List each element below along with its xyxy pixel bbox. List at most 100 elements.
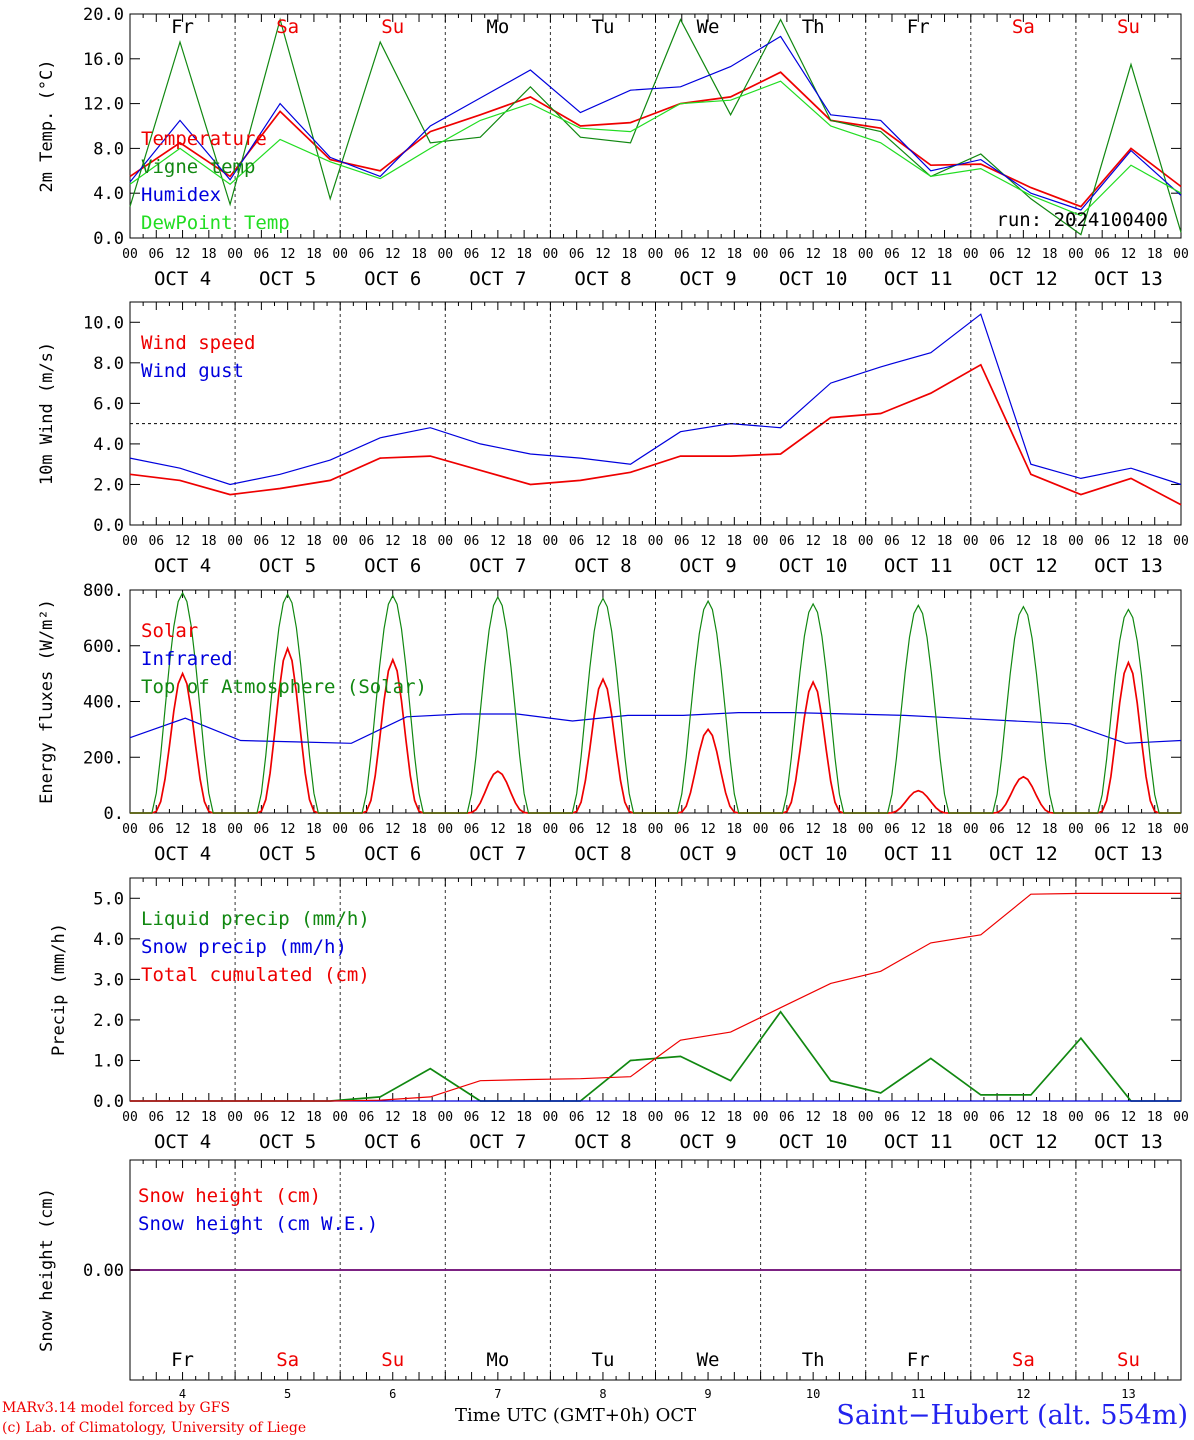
y-tick-label: 1.0: [93, 1051, 124, 1071]
day-number: 10: [806, 1387, 820, 1401]
hour-label: 18: [726, 1110, 742, 1125]
hour-label: 12: [595, 1110, 611, 1125]
legend-item: Snow precip (mm/h): [141, 936, 347, 958]
hour-label: 00: [648, 822, 664, 837]
hour-label: 00: [858, 534, 874, 549]
date-label: OCT 11: [884, 555, 953, 577]
hour-label: 00: [648, 247, 664, 262]
legend-item: Infrared: [141, 648, 233, 670]
date-label: OCT 12: [989, 1131, 1058, 1153]
date-label: OCT 4: [154, 843, 211, 865]
day-name: Sa: [276, 16, 299, 38]
hour-label: 06: [148, 534, 164, 549]
hour-label: 00: [227, 247, 243, 262]
series-line-wind-speed: [129, 363, 1182, 506]
hour-label: 18: [201, 534, 217, 549]
date-label: OCT 6: [364, 843, 421, 865]
day-name: Th: [802, 1349, 825, 1371]
hour-label: 06: [1094, 534, 1110, 549]
hour-label: 00: [543, 1110, 559, 1125]
run-label: run: 2024100400: [996, 209, 1168, 231]
date-label: OCT 5: [259, 1131, 316, 1153]
y-tick-label: 800.: [83, 581, 124, 601]
hour-label: 06: [1094, 822, 1110, 837]
model-credit: MARv3.14 model forced by GFS: [2, 1400, 231, 1416]
hour-label: 12: [175, 247, 191, 262]
hour-label: 00: [963, 1110, 979, 1125]
hour-label: 18: [621, 822, 637, 837]
hour-label: 00: [1068, 247, 1084, 262]
hour-label: 06: [569, 247, 585, 262]
hour-label: 00: [332, 534, 348, 549]
series-line-total-cumulated-cm-: [130, 892, 1181, 1102]
hour-label: 00: [227, 822, 243, 837]
date-label: OCT 7: [469, 843, 526, 865]
hour-label: 18: [832, 534, 848, 549]
hour-label: 00: [437, 247, 453, 262]
hour-label: 00: [1173, 247, 1189, 262]
date-label: OCT 9: [679, 1131, 736, 1153]
hour-label: 06: [884, 534, 900, 549]
hour-label: 12: [1016, 534, 1032, 549]
hour-label: 12: [805, 247, 821, 262]
date-label: OCT 12: [989, 555, 1058, 577]
legend-item: Snow height (cm W.E.): [138, 1213, 378, 1235]
hour-label: 12: [175, 1110, 191, 1125]
legend-item: Vigne temp: [141, 156, 255, 178]
hour-label: 00: [122, 534, 138, 549]
hour-label: 12: [490, 534, 506, 549]
hour-label: 06: [569, 822, 585, 837]
hour-label: 12: [490, 247, 506, 262]
date-label: OCT 4: [154, 268, 211, 290]
day-name: Sa: [1012, 1349, 1035, 1371]
hour-label: 18: [516, 822, 532, 837]
hour-label: 06: [254, 534, 270, 549]
day-name: Fr: [171, 16, 194, 38]
hour-label: 18: [937, 822, 953, 837]
hour-label: 18: [411, 1110, 427, 1125]
hour-label: 06: [254, 247, 270, 262]
y-tick-label: 20.0: [83, 5, 124, 25]
hour-label: 12: [385, 1110, 401, 1125]
time-axis-label: Time UTC (GMT+0h) OCT: [455, 1405, 697, 1426]
hour-label: 12: [385, 822, 401, 837]
hour-label: 12: [385, 247, 401, 262]
day-name: We: [697, 16, 720, 38]
y-tick-label: 600.: [83, 637, 124, 657]
plot-frame: [129, 301, 1182, 526]
hour-label: 18: [1042, 822, 1058, 837]
hour-label: 18: [1042, 247, 1058, 262]
hour-label: 12: [595, 534, 611, 549]
hour-label: 06: [674, 822, 690, 837]
day-name: Fr: [907, 1349, 930, 1371]
date-label: OCT 7: [469, 268, 526, 290]
day-name: Su: [381, 16, 404, 38]
legend-item: Wind gust: [141, 360, 244, 382]
legend-item: Liquid precip (mm/h): [141, 908, 370, 930]
hour-label: 00: [122, 1110, 138, 1125]
day-name: Sa: [1012, 16, 1035, 38]
hour-label: 18: [306, 822, 322, 837]
legend-item: Total cumulated (cm): [141, 964, 370, 986]
hour-label: 06: [1094, 247, 1110, 262]
hour-label: 12: [700, 534, 716, 549]
hour-label: 00: [1173, 1110, 1189, 1125]
series-line-humidex: [129, 35, 1182, 211]
hour-label: 18: [937, 247, 953, 262]
hour-label: 12: [700, 247, 716, 262]
hour-label: 12: [805, 822, 821, 837]
hour-label: 00: [1068, 534, 1084, 549]
y-tick-label: 4.0: [93, 930, 124, 950]
day-name: Fr: [907, 16, 930, 38]
hour-label: 00: [1173, 534, 1189, 549]
hour-label: 12: [1016, 1110, 1032, 1125]
date-label: OCT 10: [779, 843, 848, 865]
hour-label: 12: [280, 822, 296, 837]
hour-label: 00: [963, 534, 979, 549]
date-label: OCT 12: [989, 843, 1058, 865]
day-number: 6: [389, 1387, 396, 1401]
series-line-wind-gust: [129, 313, 1182, 486]
hour-label: 18: [1042, 534, 1058, 549]
date-label: OCT 6: [364, 268, 421, 290]
